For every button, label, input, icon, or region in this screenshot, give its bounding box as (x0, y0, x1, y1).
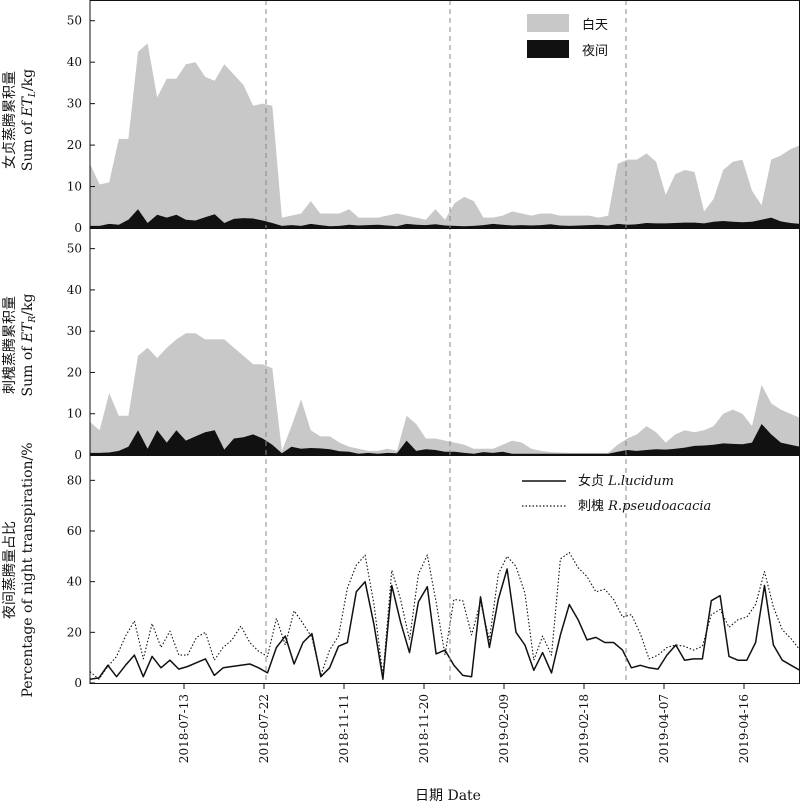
top-day-area (90, 43, 800, 228)
panel-frame (89, 455, 800, 684)
x-axis-label: 日期 Date (415, 788, 481, 804)
middle-day-area (90, 333, 800, 455)
x-tick-label: 2019-04-07 (657, 694, 671, 763)
y-tick-label: 10 (67, 180, 82, 194)
y-tick-label: 20 (67, 625, 82, 639)
y-tick-label: 50 (67, 14, 82, 28)
bottom-lines (89, 551, 800, 680)
legend-label-lucidum: 女贞 L.lucidum (578, 473, 674, 489)
y-tick-label: 40 (67, 283, 82, 297)
middle-night-area (90, 424, 800, 455)
y-tick-label: 20 (67, 138, 82, 152)
y-tick-label: 20 (67, 365, 82, 379)
y-tick-label: 80 (67, 473, 82, 487)
y-tick-label: 0 (74, 676, 82, 690)
y-tick-label: 50 (67, 242, 82, 256)
line-lucidum (89, 568, 800, 680)
x-tick-label: 2018-07-13 (177, 694, 191, 763)
top-ylabel-en: Sum of ETL/kg (20, 69, 38, 171)
panel-bottom: 0 20 40 60 80 女贞 L.lucidum 刺槐 R.pseudoacacia… (1, 442, 800, 698)
y-tick-label: 60 (67, 524, 82, 538)
bottom-legend: 女贞 L.lucidum 刺槐 R.pseudoacacia (522, 473, 711, 514)
legend-swatch-day (527, 14, 569, 32)
top-night-area (90, 209, 800, 228)
x-axis: 2018-07-13 2018-07-22 2018-11-11 2018-11-20… (177, 683, 751, 763)
bottom-y-axis: 0 20 40 60 80 (67, 473, 95, 690)
middle-y-axis: 0 10 20 30 40 50 (67, 242, 95, 462)
x-tick-label: 2019-02-18 (577, 694, 591, 763)
middle-ylabel-cn: 刺槐蒸腾累积量 (1, 296, 18, 394)
top-daytime-area (90, 43, 800, 228)
middle-y-label: 刺槐蒸腾累积量 Sum of ETR/kg (1, 294, 38, 397)
legend-swatch-night (527, 40, 569, 58)
y-tick-label: 10 (67, 407, 82, 421)
top-ylabel-cn: 女贞蒸腾累积量 (1, 71, 18, 169)
top-night-area (90, 209, 800, 228)
x-tick-label: 2018-11-11 (337, 694, 351, 763)
x-tick-label: 2019-04-16 (737, 694, 751, 763)
bottom-ylabel-en: Percentage of night transpiration/% (20, 442, 36, 697)
y-tick-label: 30 (67, 97, 82, 111)
x-tick-label: 2019-02-09 (497, 694, 511, 763)
y-tick-label: 0 (74, 448, 82, 462)
middle-night-area (90, 424, 800, 455)
x-tick-label: 2018-11-20 (417, 694, 431, 763)
separators (265, 0, 627, 683)
y-tick-label: 40 (67, 575, 82, 589)
line-pseudoacacia (89, 551, 800, 680)
top-legend: 白天 夜间 (527, 14, 608, 59)
panel-middle: 0 10 20 30 40 50 刺槐蒸腾累积量 Sum of ETR/kg (1, 242, 800, 462)
legend-label-pseudoacacia: 刺槐 R.pseudoacacia (578, 498, 711, 514)
middle-daytime-area (90, 333, 800, 455)
bottom-ylabel-cn: 夜间蒸腾量占比 (1, 521, 18, 619)
y-tick-label: 30 (67, 324, 82, 338)
legend-label-day: 白天 (582, 17, 608, 33)
top-y-label: 女贞蒸腾累积量 Sum of ETL/kg (1, 69, 38, 171)
panel-top: 0 10 20 30 40 50 白天 夜间 女贞蒸腾累积量 Sum of ETL/kg (1, 14, 800, 235)
x-tick-label: 2018-07-22 (257, 694, 271, 763)
y-tick-label: 40 (67, 55, 82, 69)
top-y-axis: 0 10 20 30 40 50 (67, 14, 95, 235)
bottom-y-label: 夜间蒸腾量占比 Percentage of night transpiratio… (1, 442, 36, 697)
legend-label-night: 夜间 (582, 44, 608, 59)
y-tick-label: 0 (74, 221, 82, 235)
middle-ylabel-en: Sum of ETR/kg (20, 294, 38, 397)
